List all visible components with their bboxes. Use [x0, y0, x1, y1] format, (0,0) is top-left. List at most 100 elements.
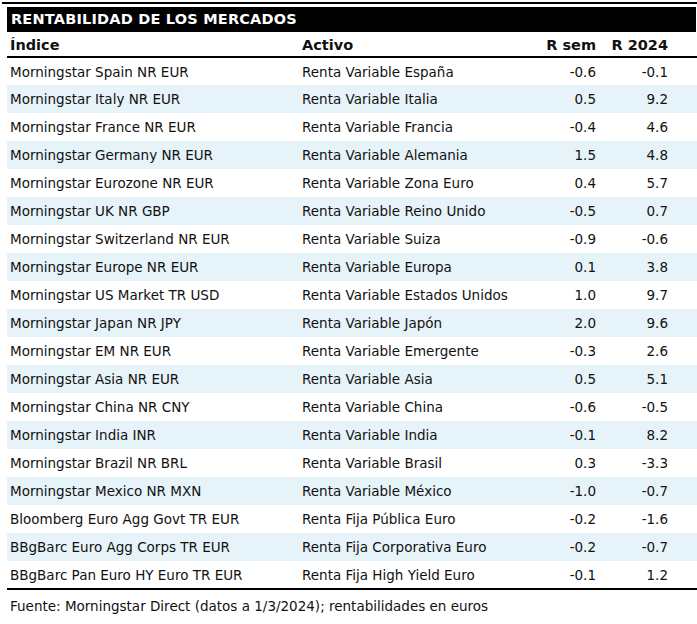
table-row: Morningstar Brazil NR BRLRenta Variable …	[7, 449, 697, 477]
cell-r-2024: -0.7	[596, 533, 697, 561]
cell-r-sem: -0.9	[546, 225, 596, 253]
cell-r-sem: -0.4	[546, 113, 596, 141]
top-border-rule	[2, 2, 697, 4]
column-header-r-2024: R 2024	[596, 33, 697, 57]
cell-r-2024: 4.8	[596, 141, 697, 169]
cell-activo: Renta Fija High Yield Euro	[299, 561, 546, 589]
cell-activo: Renta Variable Alemania	[299, 141, 546, 169]
cell-r-2024: 2.6	[596, 337, 697, 365]
cell-r-sem: 0.4	[546, 169, 596, 197]
market-returns-table: Índice Activo R sem R 2024 Morningstar S…	[7, 33, 697, 590]
cell-r-sem: -0.5	[546, 197, 596, 225]
cell-r-2024: 5.1	[596, 365, 697, 393]
cell-r-2024: 8.2	[596, 421, 697, 449]
table-row: Morningstar Mexico NR MXNRenta Variable …	[7, 477, 697, 505]
cell-indice: Morningstar EM NR EUR	[7, 337, 299, 365]
cell-indice: Morningstar Germany NR EUR	[7, 141, 299, 169]
source-note: Fuente: Morningstar Direct (datos a 1/3/…	[10, 598, 488, 614]
table-row: Morningstar Italy NR EURRenta Variable I…	[7, 85, 697, 113]
markets-returns-panel: RENTABILIDAD DE LOS MERCADOS Índice Acti…	[0, 0, 697, 624]
cell-r-sem: 0.3	[546, 449, 596, 477]
cell-activo: Renta Variable Emergente	[299, 337, 546, 365]
cell-activo: Renta Variable Japón	[299, 309, 546, 337]
table-row: Morningstar India INRRenta Variable Indi…	[7, 421, 697, 449]
table-row: Morningstar UK NR GBPRenta Variable Rein…	[7, 197, 697, 225]
cell-r-sem: 1.0	[546, 281, 596, 309]
column-header-r-sem: R sem	[546, 33, 596, 57]
cell-r-sem: -0.6	[546, 393, 596, 421]
cell-indice: Morningstar Europe NR EUR	[7, 253, 299, 281]
table-row: Morningstar EM NR EURRenta Variable Emer…	[7, 337, 697, 365]
cell-r-2024: 4.6	[596, 113, 697, 141]
column-header-indice: Índice	[7, 33, 299, 57]
cell-activo: Renta Variable Estados Unidos	[299, 281, 546, 309]
cell-r-sem: -0.3	[546, 337, 596, 365]
cell-indice: Morningstar France NR EUR	[7, 113, 299, 141]
cell-indice: Morningstar Asia NR EUR	[7, 365, 299, 393]
cell-activo: Renta Fija Pública Euro	[299, 505, 546, 533]
cell-indice: BBgBarc Euro Agg Corps TR EUR	[7, 533, 299, 561]
header-row: Índice Activo R sem R 2024	[7, 33, 697, 57]
table-row: Morningstar Asia NR EURRenta Variable As…	[7, 365, 697, 393]
cell-r-2024: 9.7	[596, 281, 697, 309]
cell-r-2024: -0.7	[596, 477, 697, 505]
cell-r-2024: -1.6	[596, 505, 697, 533]
table-row: Morningstar France NR EURRenta Variable …	[7, 113, 697, 141]
cell-r-2024: 1.2	[596, 561, 697, 589]
cell-indice: Morningstar Eurozone NR EUR	[7, 169, 299, 197]
table-row: Morningstar US Market TR USDRenta Variab…	[7, 281, 697, 309]
cell-r-sem: 1.5	[546, 141, 596, 169]
cell-activo: Renta Fija Corporativa Euro	[299, 533, 546, 561]
cell-r-sem: -0.1	[546, 421, 596, 449]
cell-r-2024: -3.3	[596, 449, 697, 477]
table-row: Morningstar China NR CNYRenta Variable C…	[7, 393, 697, 421]
table-row: Morningstar Switzerland NR EURRenta Vari…	[7, 225, 697, 253]
cell-r-2024: 9.2	[596, 85, 697, 113]
cell-indice: Morningstar US Market TR USD	[7, 281, 299, 309]
cell-activo: Renta Variable Francia	[299, 113, 546, 141]
cell-indice: Morningstar Mexico NR MXN	[7, 477, 299, 505]
table-row: Morningstar Germany NR EURRenta Variable…	[7, 141, 697, 169]
cell-r-sem: 0.5	[546, 365, 596, 393]
table-row: Morningstar Japan NR JPYRenta Variable J…	[7, 309, 697, 337]
cell-indice: Morningstar Brazil NR BRL	[7, 449, 299, 477]
table-row: Morningstar Europe NR EURRenta Variable …	[7, 253, 697, 281]
cell-r-sem: 2.0	[546, 309, 596, 337]
cell-r-2024: 3.8	[596, 253, 697, 281]
cell-activo: Renta Variable India	[299, 421, 546, 449]
table-row: BBgBarc Euro Agg Corps TR EURRenta Fija …	[7, 533, 697, 561]
cell-r-sem: -0.1	[546, 561, 596, 589]
cell-activo: Renta Variable Italia	[299, 85, 546, 113]
table-row: Morningstar Spain NR EURRenta Variable E…	[7, 57, 697, 85]
cell-r-2024: -0.5	[596, 393, 697, 421]
cell-r-2024: 5.7	[596, 169, 697, 197]
cell-activo: Renta Variable México	[299, 477, 546, 505]
cell-r-2024: 0.7	[596, 197, 697, 225]
cell-r-sem: 0.1	[546, 253, 596, 281]
cell-r-sem: -1.0	[546, 477, 596, 505]
cell-indice: Morningstar India INR	[7, 421, 299, 449]
cell-indice: Morningstar Spain NR EUR	[7, 57, 299, 85]
cell-r-sem: 0.5	[546, 85, 596, 113]
table-row: Bloomberg Euro Agg Govt TR EURRenta Fija…	[7, 505, 697, 533]
cell-activo: Renta Variable Zona Euro	[299, 169, 546, 197]
cell-activo: Renta Variable Suiza	[299, 225, 546, 253]
cell-indice: Morningstar Japan NR JPY	[7, 309, 299, 337]
cell-r-2024: -0.6	[596, 225, 697, 253]
column-header-activo: Activo	[299, 33, 546, 57]
cell-activo: Renta Variable España	[299, 57, 546, 85]
cell-indice: Morningstar Italy NR EUR	[7, 85, 299, 113]
market-returns-table-wrap: Índice Activo R sem R 2024 Morningstar S…	[7, 33, 697, 590]
market-table-body: Morningstar Spain NR EURRenta Variable E…	[7, 57, 697, 589]
cell-activo: Renta Variable Asia	[299, 365, 546, 393]
table-row: Morningstar Eurozone NR EURRenta Variabl…	[7, 169, 697, 197]
cell-r-sem: -0.2	[546, 533, 596, 561]
table-header: Índice Activo R sem R 2024	[7, 33, 697, 57]
cell-activo: Renta Variable Brasil	[299, 449, 546, 477]
panel-title: RENTABILIDAD DE LOS MERCADOS	[7, 7, 696, 32]
cell-indice: BBgBarc Pan Euro HY Euro TR EUR	[7, 561, 299, 589]
cell-indice: Morningstar Switzerland NR EUR	[7, 225, 299, 253]
cell-indice: Morningstar UK NR GBP	[7, 197, 299, 225]
table-row: BBgBarc Pan Euro HY Euro TR EURRenta Fij…	[7, 561, 697, 589]
cell-indice: Morningstar China NR CNY	[7, 393, 299, 421]
